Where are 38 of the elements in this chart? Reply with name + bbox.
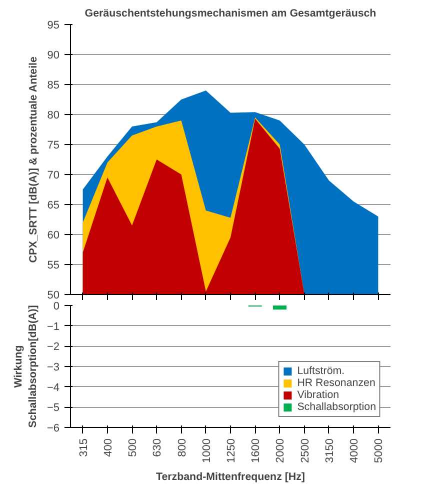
y-tick-label: 75 xyxy=(47,140,60,152)
y-tick-label: −5 xyxy=(46,402,60,414)
y-tick-label: 65 xyxy=(47,200,60,212)
legend-label: HR Resonanzen xyxy=(297,377,376,389)
legend-label: Vibration xyxy=(297,389,340,401)
x-tick-label: 500 xyxy=(127,438,140,457)
y-tick-label: −2 xyxy=(46,341,60,354)
y-tick-label: 95 xyxy=(47,20,60,32)
x-tick-label: 315 xyxy=(78,438,90,457)
x-tick-label: 1600 xyxy=(250,438,262,463)
y-tick-label: 90 xyxy=(47,50,60,62)
x-tick-label: 2000 xyxy=(274,438,287,463)
chart-title: Geräuschentstehungsmechanismen am Gesamtgeräusch xyxy=(84,8,376,20)
y-tick-label: −1 xyxy=(46,320,60,333)
y-tick-label: 55 xyxy=(47,260,60,272)
y-tick-label: −3 xyxy=(46,362,60,374)
y-tick-label: −4 xyxy=(46,382,60,394)
x-tick-label: 400 xyxy=(102,438,114,457)
y-tick-label: 80 xyxy=(47,110,60,122)
y-tick-label: −6 xyxy=(46,422,60,434)
y-tick-label: 70 xyxy=(47,170,60,182)
y-tick-label: 50 xyxy=(47,290,60,302)
x-tick-label: 4000 xyxy=(348,438,361,463)
y-tick-label: 85 xyxy=(47,80,60,92)
x-tick-label: 1000 xyxy=(200,438,213,463)
y-tick-label: 0 xyxy=(53,300,60,312)
y-axis-title: Wirkung Schallabsorption[dB(A)] xyxy=(12,305,39,428)
x-tick-label: 5000 xyxy=(373,438,386,463)
x-tick-label: 800 xyxy=(176,438,188,457)
legend-label: Luftström. xyxy=(297,365,345,377)
x-axis-title: Terzband-Mittenfrequenz [Hz] xyxy=(156,470,305,483)
y-tick-label: 60 xyxy=(47,230,60,242)
x-tick-label: 2500 xyxy=(299,438,312,463)
x-tick-label: 1250 xyxy=(226,438,238,463)
x-tick-label: 3150 xyxy=(324,438,336,463)
x-tick-label: 630 xyxy=(152,438,164,457)
legend-label: Schallabsorption xyxy=(297,401,376,413)
y-axis-title: CPX_SRTT [dB(A)] & prozentuale Anteile xyxy=(27,56,40,263)
